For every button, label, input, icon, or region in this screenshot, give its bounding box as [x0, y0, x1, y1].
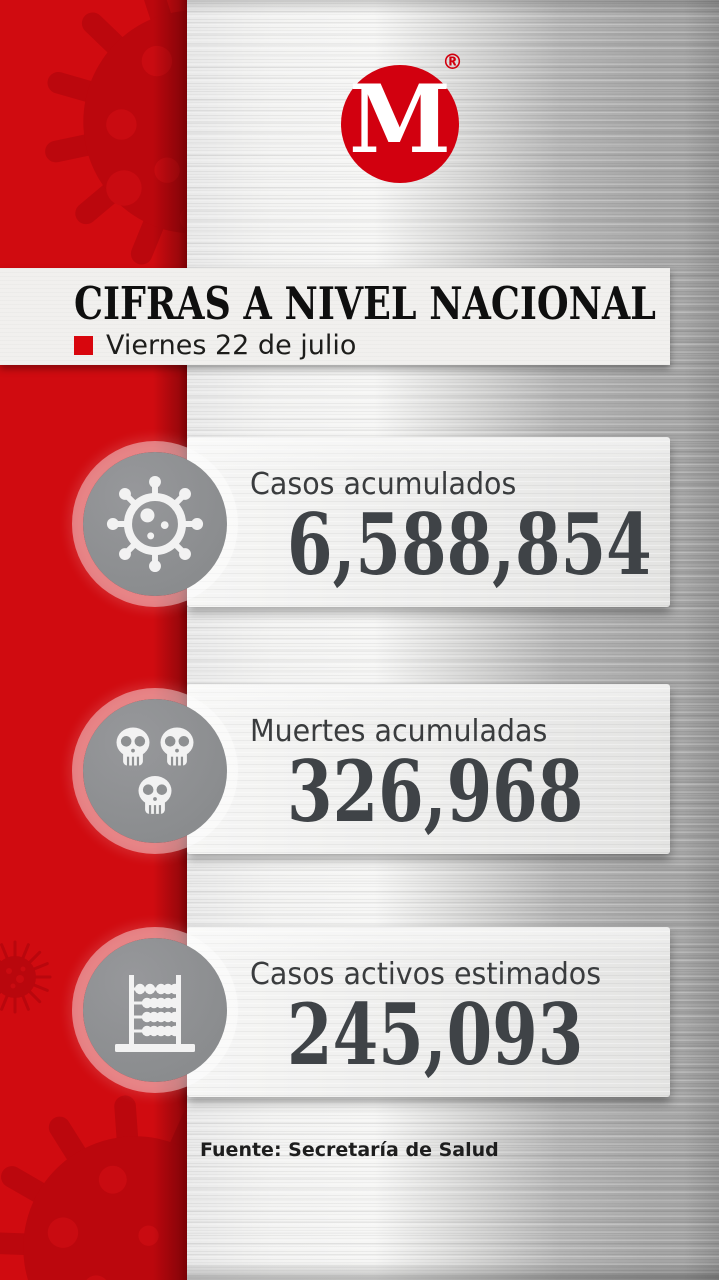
- date-row: Viernes 22 de julio: [74, 332, 356, 359]
- stat-badge-abacus: [83, 938, 227, 1082]
- stat-badge-skulls: [83, 699, 227, 843]
- stat-badge-virus: [83, 452, 227, 596]
- source-text: Fuente: Secretaría de Salud: [200, 1139, 499, 1161]
- virus-icon: [106, 475, 204, 573]
- logo-letter: M: [349, 65, 451, 175]
- date-bullet-square: [74, 336, 93, 355]
- registered-mark-icon: ®: [442, 50, 463, 74]
- brand-logo: M: [341, 65, 459, 183]
- skulls-icon: [115, 726, 195, 816]
- stat-card-casos-activos: Casos activos estimados 245,093: [187, 927, 670, 1097]
- red-band-edge-shadow: [153, 0, 187, 1280]
- stat-card-casos-acumulados: Casos acumulados 6,588,854: [187, 437, 670, 607]
- stat-value: 245,093: [287, 985, 584, 1084]
- stat-value: 326,968: [287, 742, 584, 841]
- stat-label: Casos acumulados: [250, 467, 517, 502]
- stat-card-muertes-acumuladas: Muertes acumuladas 326,968: [187, 684, 670, 854]
- header-strip: CIFRAS A NIVEL NACIONAL Viernes 22 de ju…: [0, 268, 670, 365]
- red-band: [0, 0, 187, 1280]
- stat-label: Muertes acumuladas: [250, 714, 548, 749]
- abacus-icon: [115, 975, 195, 1052]
- date-label: Viernes 22 de julio: [106, 330, 357, 361]
- page-title: CIFRAS A NIVEL NACIONAL: [74, 277, 656, 330]
- stat-label: Casos activos estimados: [250, 957, 602, 992]
- stat-value: 6,588,854: [287, 495, 652, 594]
- virus-urchin-icon: [0, 940, 52, 1014]
